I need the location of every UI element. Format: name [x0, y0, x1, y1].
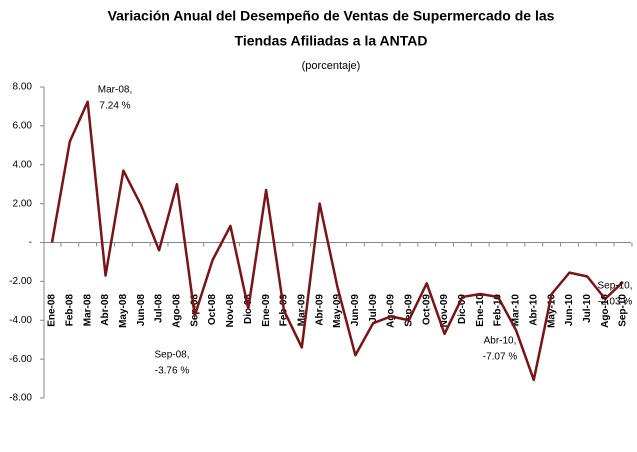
x-tick-label: Nov-09	[439, 294, 450, 328]
x-tick-label: Mar-09	[296, 294, 307, 327]
annotation: Sep-08,	[154, 350, 189, 361]
x-tick-label: Jul-10	[582, 294, 593, 323]
x-tick-label: Ene-10	[475, 294, 486, 327]
x-tick-label: Feb-08	[64, 294, 75, 327]
y-tick-label: -4.00	[9, 315, 32, 326]
x-tick-label: Sep-10	[618, 294, 629, 327]
x-tick-label: Nov-08	[225, 294, 236, 328]
data-line	[50, 100, 624, 382]
x-tick-label: Mar-10	[511, 294, 522, 327]
x-tick-label: Jul-09	[368, 294, 379, 323]
x-tick-label: Mar-08	[82, 294, 93, 327]
x-tick-label: Dic-09	[457, 294, 468, 324]
chart-title: Tiendas Afiliadas a la ANTAD	[235, 33, 428, 49]
x-tick-label: Abr-09	[314, 294, 325, 326]
x-tick-label: Jun-08	[136, 294, 147, 327]
x-tick-label: Oct-08	[207, 294, 218, 326]
y-tick-label: -8.00	[9, 393, 32, 404]
y-tick-label: -2.00	[9, 276, 32, 287]
x-tick-label: Sep-09	[404, 294, 415, 327]
y-tick-label: 4.00	[13, 159, 33, 170]
x-tick-label: May-09	[332, 294, 343, 328]
x-tick-label: Abr-10	[528, 294, 539, 326]
x-tick-label: Jul-08	[154, 294, 165, 323]
chart-title: Variación Anual del Desempeño de Ventas …	[108, 8, 555, 24]
annotation: Sep-10,	[597, 281, 632, 292]
y-tick-label: 6.00	[13, 121, 33, 132]
x-tick-label: Ago-09	[386, 294, 397, 328]
x-tick-label: May-08	[118, 294, 129, 328]
y-tick-label: 2.00	[13, 198, 33, 209]
chart-subtitle: (porcentaje)	[302, 60, 361, 72]
annotation: Mar-08,	[98, 85, 132, 96]
x-tick-label: Ago-10	[600, 294, 611, 328]
y-tick-label: -	[29, 237, 32, 248]
x-tick-label: Ene-09	[261, 294, 272, 327]
x-tick-label: Ene-08	[47, 294, 58, 327]
x-tick-label: Feb-10	[493, 294, 504, 327]
annotation: -7.07 %	[483, 352, 518, 363]
y-tick-label: -6.00	[9, 354, 32, 365]
x-tick-label: Abr-08	[100, 294, 111, 326]
x-tick-label: Ago-08	[172, 294, 183, 328]
annotation: -3.76 %	[155, 366, 190, 377]
annotation: 7.24 %	[99, 101, 130, 112]
y-tick-label: 8.00	[13, 82, 33, 93]
x-tick-label: May-10	[546, 294, 557, 328]
x-tick-label: Oct-09	[421, 294, 432, 326]
annotation: -2.03 %	[598, 297, 633, 308]
annotation: Abr-10,	[484, 336, 517, 347]
x-tick-label: Jun-10	[564, 294, 575, 327]
x-tick-label: Jun-09	[350, 294, 361, 327]
